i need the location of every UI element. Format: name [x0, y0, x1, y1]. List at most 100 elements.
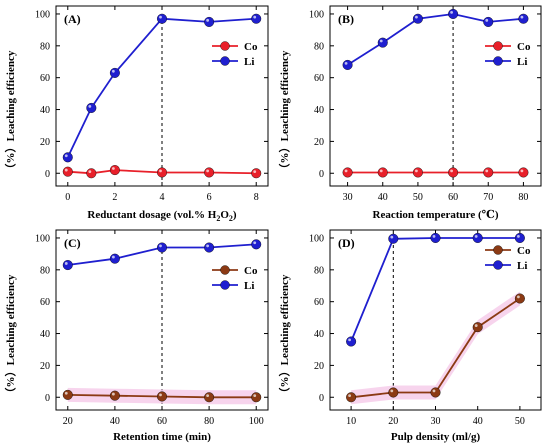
- data-point-highlight: [111, 255, 115, 259]
- y-tick-label: 20: [314, 137, 324, 148]
- data-point-highlight: [159, 244, 162, 248]
- x-tick-label: 8: [254, 192, 259, 203]
- data-point-highlight: [111, 392, 115, 396]
- panel-label: (D): [338, 236, 355, 250]
- x-tick-label: 30: [343, 192, 353, 203]
- data-point-co: [251, 392, 262, 403]
- data-point-co: [251, 168, 262, 179]
- data-point-co: [109, 165, 120, 176]
- y-axis-label-text: Leaching efficiency: [279, 50, 291, 141]
- data-point-co: [346, 392, 357, 403]
- data-point-highlight: [517, 295, 520, 299]
- legend-marker-co: [493, 41, 503, 51]
- x-tick-label: 6: [207, 192, 212, 203]
- y-axis-label-unit: （%）: [278, 142, 291, 175]
- data-point-li: [86, 102, 97, 113]
- series-line-li: [347, 13, 524, 66]
- data-point-highlight: [348, 338, 351, 342]
- x-tick-label: 50: [515, 416, 525, 427]
- y-tick-label: 60: [40, 73, 50, 84]
- data-point-co: [377, 167, 388, 178]
- y-axis-label-text: Leaching efficiency: [5, 274, 17, 365]
- y-tick-label: 100: [309, 9, 324, 20]
- x-tick-label: 50: [413, 192, 423, 203]
- data-point-highlight: [415, 169, 418, 173]
- data-point-highlight: [111, 69, 115, 73]
- data-point-highlight: [450, 169, 453, 173]
- data-point-highlight: [432, 389, 436, 393]
- y-tick-label: 0: [319, 169, 324, 180]
- y-axis-label-unit: （%）: [4, 142, 17, 175]
- legend-marker-co: [493, 245, 503, 255]
- data-point-li: [156, 13, 167, 24]
- x-axis-label-tail: O: [220, 209, 229, 221]
- x-tick-label: 2: [112, 192, 117, 203]
- y-axis-label: Leaching efficiency（%）: [278, 50, 291, 174]
- data-point-highlight: [64, 262, 68, 265]
- data-point-highlight: [253, 241, 257, 245]
- series-band-co: [351, 291, 520, 405]
- data-point-co: [156, 167, 167, 178]
- data-point-li: [62, 152, 73, 163]
- data-point-co: [430, 387, 441, 398]
- data-point-highlight: [379, 39, 383, 43]
- plot-frame: [329, 5, 542, 187]
- chart-panel-3: 0 20 40 60 80 100 20 40 60 80 100 (C) Co Li Leaching e…: [4, 229, 269, 443]
- data-point-highlight: [159, 393, 162, 397]
- legend-label-li: Li: [517, 56, 527, 68]
- data-point-li: [251, 13, 262, 24]
- x-tick-label: 40: [110, 416, 120, 427]
- y-axis-label-unit: （%）: [278, 366, 291, 399]
- data-point-highlight: [111, 167, 115, 170]
- data-point-highlight: [344, 61, 348, 65]
- data-point-li: [109, 253, 120, 264]
- x-tick-label: 20: [63, 416, 73, 427]
- y-axis-label-text: Leaching efficiency: [5, 50, 17, 141]
- data-point-highlight: [485, 169, 489, 173]
- data-point-co: [62, 389, 73, 400]
- x-tick-label: 80: [204, 416, 214, 427]
- data-point-co: [518, 167, 529, 178]
- y-axis-label: Leaching efficiency（%）: [278, 274, 291, 398]
- data-point-co: [204, 392, 215, 403]
- x-tick-label: 0: [65, 192, 70, 203]
- data-point-highlight: [520, 169, 524, 173]
- x-tick-label: 60: [448, 192, 458, 203]
- data-point-highlight: [450, 10, 453, 14]
- x-tick-label: 40: [378, 192, 388, 203]
- y-tick-label: 40: [40, 105, 50, 116]
- x-tick-label: 80: [518, 192, 528, 203]
- x-tick-label: 10: [346, 416, 356, 427]
- x-axis-label-end: ): [233, 209, 237, 221]
- data-point-highlight: [159, 15, 162, 19]
- x-tick-label: 4: [160, 192, 165, 203]
- y-tick-label: 80: [314, 41, 324, 52]
- data-point-highlight: [344, 169, 348, 173]
- legend-marker-co: [220, 265, 230, 275]
- legend-marker-li: [220, 280, 230, 290]
- y-tick-label: 20: [314, 361, 324, 372]
- data-point-highlight: [64, 391, 68, 395]
- y-tick-label: 100: [35, 9, 50, 20]
- panel-label: (B): [338, 12, 354, 26]
- y-axis-label-unit: （%）: [4, 366, 17, 399]
- data-point-co: [412, 167, 423, 178]
- data-point-highlight: [206, 394, 210, 398]
- y-tick-label: 80: [40, 265, 50, 276]
- data-point-highlight: [517, 234, 520, 238]
- x-tick-label: 30: [431, 416, 441, 427]
- legend-label-li: Li: [244, 280, 254, 292]
- data-point-li: [483, 16, 494, 27]
- data-point-co: [86, 168, 97, 179]
- data-point-highlight: [206, 18, 210, 22]
- legend-label-li: Li: [244, 56, 254, 68]
- data-point-li: [156, 242, 167, 253]
- panel-label: (A): [64, 12, 81, 26]
- data-point-highlight: [64, 154, 68, 158]
- data-point-li: [62, 260, 73, 271]
- data-point-li: [251, 239, 262, 250]
- data-point-highlight: [485, 18, 489, 22]
- data-point-highlight: [64, 168, 68, 172]
- x-axis-label: Reaction temperature (℃): [373, 209, 499, 221]
